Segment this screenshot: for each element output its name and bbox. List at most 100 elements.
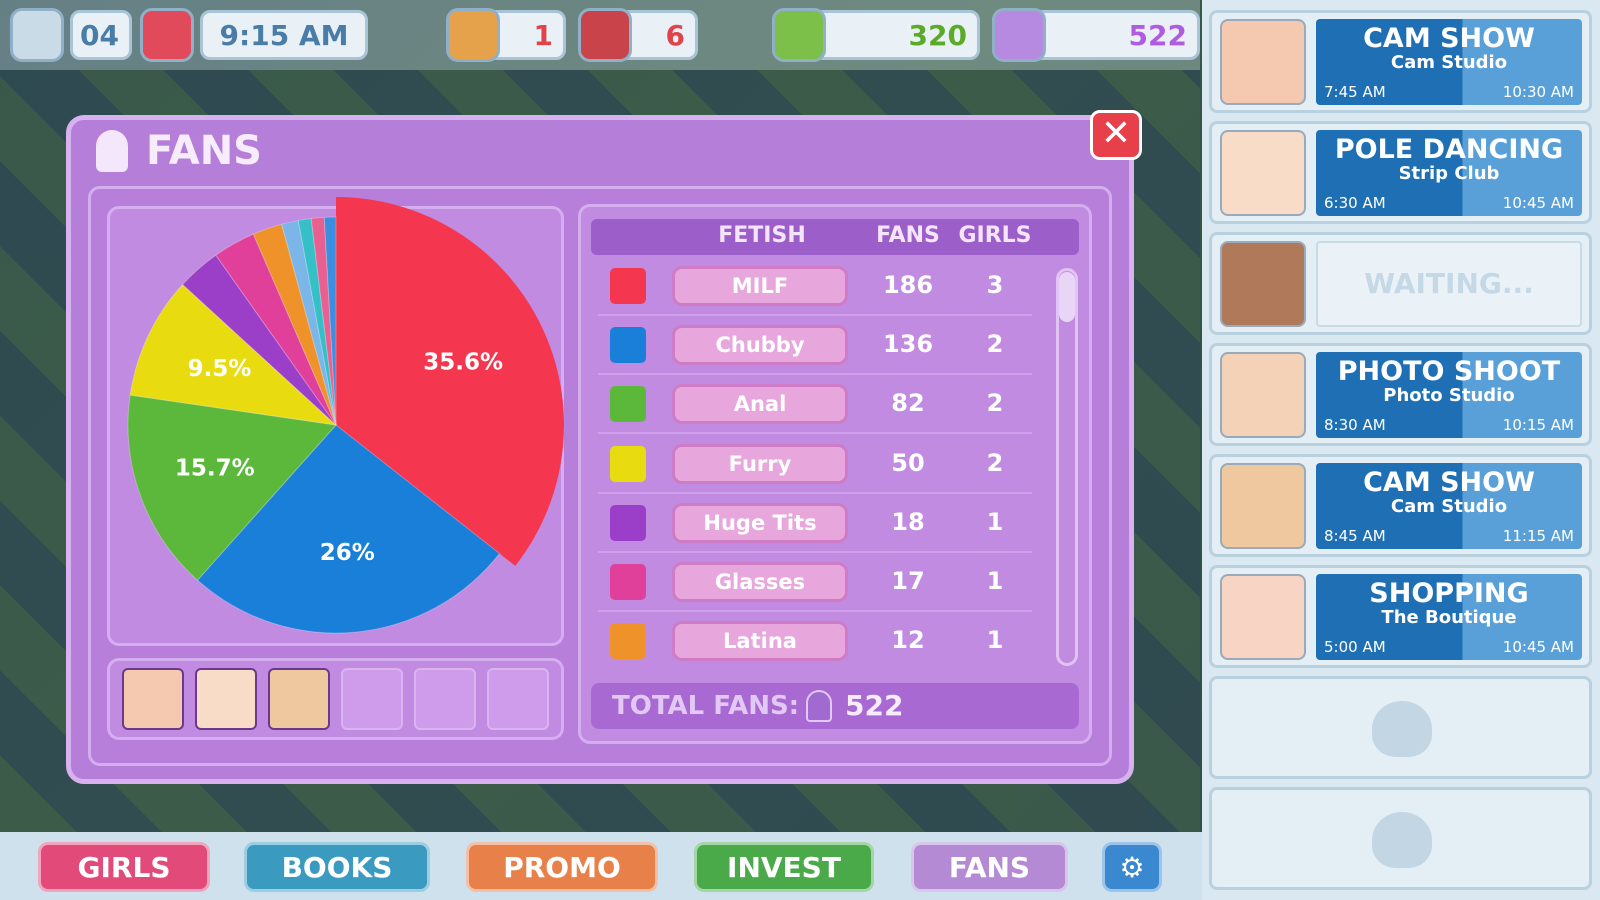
job: PHOTO SHOOT Photo Studio 8:30 AM 10:15 AM [1316, 352, 1582, 438]
fans-icon[interactable] [992, 8, 1046, 62]
job: POLE DANCING Strip Club 6:30 AM 10:45 AM [1316, 130, 1582, 216]
row-divider [598, 314, 1032, 316]
pie-slice [127, 394, 337, 581]
column-header: FETISH [718, 223, 806, 248]
total-icon [806, 690, 832, 722]
end-time: 10:30 AM [1502, 83, 1574, 101]
close-button[interactable]: ✕ [1090, 110, 1142, 160]
fetish-name[interactable]: Anal [672, 384, 848, 425]
nav-button[interactable]: BOOKS [244, 842, 430, 892]
job: SHOPPING The Boutique 5:00 AM 10:45 AM [1316, 574, 1582, 660]
schedule-card[interactable] [1209, 787, 1592, 890]
status: WAITING... [1316, 241, 1582, 327]
empty-slot [487, 668, 549, 730]
fetish-name[interactable]: MILF [672, 266, 848, 306]
calendar-icon[interactable] [10, 8, 64, 62]
money-icon[interactable] [772, 8, 826, 62]
pie-slice [310, 216, 337, 426]
schedule-card[interactable]: SHOPPING The Boutique 5:00 AM 10:45 AM [1209, 565, 1592, 668]
table-header [591, 219, 1079, 255]
scroll-thumb[interactable] [1059, 272, 1075, 322]
total-value: 522 [845, 689, 904, 722]
clock-icon[interactable] [140, 8, 194, 62]
row-divider [598, 550, 1032, 553]
row-swatch [610, 327, 646, 364]
start-time: 8:30 AM [1324, 416, 1386, 434]
job-title: POLE DANCING [1334, 134, 1564, 165]
slice-label: 35.6% [423, 350, 503, 376]
job: CAM SHOW Cam Studio 8:45 AM 11:15 AM [1316, 463, 1582, 549]
schedule-card[interactable]: POLE DANCING Strip Club 6:30 AM 10:45 AM [1209, 121, 1592, 224]
job-location: Cam Studio [1390, 496, 1508, 517]
job-title: CAM SHOW [1363, 467, 1535, 498]
fetish-name[interactable]: Latina [672, 621, 848, 662]
row-swatch [610, 564, 646, 600]
end-time: 10:15 AM [1502, 416, 1574, 434]
empty-slot [414, 668, 476, 730]
girls-cell: 1 [986, 567, 1004, 595]
row-swatch [610, 504, 646, 541]
books-icon[interactable] [578, 8, 632, 62]
fans-cell: 82 [891, 389, 925, 418]
schedule-card[interactable]: PHOTO SHOOT Photo Studio 8:30 AM 10:15 AM [1209, 343, 1592, 446]
fetish-name[interactable]: Furry [672, 443, 848, 484]
job-location: Strip Club [1398, 163, 1500, 184]
pie-slice [196, 424, 501, 634]
start-time: 7:45 AM [1324, 83, 1386, 101]
row-swatch [610, 268, 646, 304]
start-time: 5:00 AM [1324, 638, 1386, 656]
pie-slice [181, 254, 337, 426]
drinks-icon[interactable] [446, 8, 500, 62]
nav-button[interactable]: PROMO [466, 842, 658, 892]
row-swatch [610, 623, 646, 660]
girl-thumbnail[interactable] [268, 668, 330, 730]
pie-slice [297, 217, 337, 426]
end-time: 11:15 AM [1502, 527, 1574, 545]
row-divider [598, 373, 1032, 376]
row-divider [598, 610, 1032, 612]
fans-cell: 17 [891, 567, 925, 595]
portrait [1220, 463, 1306, 549]
total-row [591, 683, 1079, 729]
girl-thumbnail[interactable] [195, 668, 257, 730]
day: 04 [70, 10, 132, 60]
job-title: SHOPPING [1369, 578, 1529, 609]
end-time: 10:45 AM [1502, 194, 1574, 212]
start-time: 8:45 AM [1324, 527, 1386, 545]
fetish-name[interactable]: Huge Tits [672, 502, 848, 543]
pie-slice [215, 233, 337, 426]
fetish-name[interactable]: Chubby [672, 325, 848, 366]
nav-button[interactable]: GIRLS [38, 842, 210, 892]
row-swatch [610, 445, 646, 482]
fans-cell: 186 [882, 271, 934, 299]
scrollbar[interactable] [1056, 268, 1078, 666]
pie-slice [129, 283, 338, 426]
row-divider [598, 491, 1032, 494]
girl-thumbnail[interactable] [122, 668, 184, 730]
job-title: CAM SHOW [1363, 23, 1535, 54]
start-time: 6:30 AM [1324, 194, 1386, 212]
empty-heart [1372, 812, 1432, 868]
pie-slice [336, 197, 564, 566]
slice-label: 26% [320, 540, 375, 566]
portrait [1220, 352, 1306, 438]
column-header: FANS [876, 223, 940, 248]
job-title: PHOTO SHOOT [1337, 356, 1561, 387]
schedule-card[interactable] [1209, 676, 1592, 779]
empty-slot [341, 668, 403, 730]
total-label: TOTAL FANS: [612, 691, 800, 721]
job-location: The Boutique [1381, 607, 1517, 628]
end-time: 10:45 AM [1502, 638, 1574, 656]
fetish-name[interactable]: Glasses [672, 562, 848, 602]
portrait [1220, 19, 1306, 105]
nav-button[interactable]: FANS [911, 842, 1068, 892]
schedule-card[interactable]: WAITING... [1209, 232, 1592, 335]
schedule-card[interactable]: CAM SHOW Cam Studio 7:45 AM 10:30 AM [1209, 10, 1592, 113]
row-swatch [610, 386, 646, 423]
settings-button[interactable]: ⚙ [1102, 842, 1162, 892]
pie-slice [252, 223, 337, 426]
job: CAM SHOW Cam Studio 7:45 AM 10:30 AM [1316, 19, 1582, 105]
column-header: GIRLS [958, 223, 1032, 248]
nav-button[interactable]: INVEST [694, 842, 874, 892]
schedule-card[interactable]: CAM SHOW Cam Studio 8:45 AM 11:15 AM [1209, 454, 1592, 557]
